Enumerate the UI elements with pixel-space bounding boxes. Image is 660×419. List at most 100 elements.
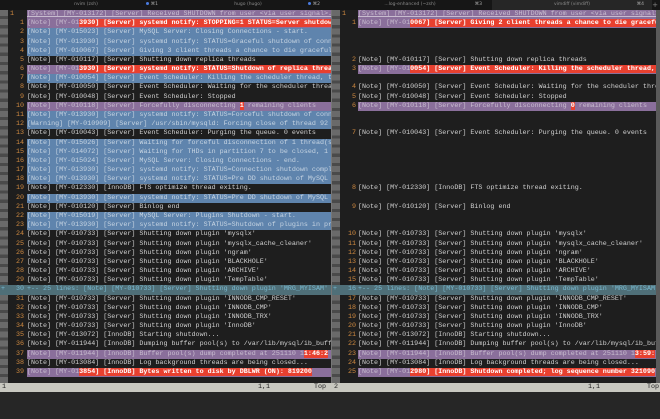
diff-line[interactable]: 33 [Note] [MY-010733] [Server] Shutting d…: [0, 312, 331, 323]
diff-filler-row[interactable]: [332, 74, 656, 83]
diff-line[interactable]: 17 [Note] [MY-010733] [Server] Shutting d…: [332, 294, 656, 304]
diff-line[interactable]: 5 [Note] [MY-010117] [Server] Shutting do…: [0, 55, 331, 66]
diff-line[interactable]: 18 [Note] [MY-010733] [Server] Shutting d…: [332, 303, 656, 313]
diff-filler-row[interactable]: [332, 194, 656, 203]
fold-row[interactable]: +16 +-- 25 lines: [Note] [MY-010733] [Ser…: [332, 285, 656, 295]
diff-line[interactable]: 7 [Note] [MY-010054] [Server] Event Sched…: [0, 74, 331, 84]
tab-1[interactable]: nvim (zsh) ⌘1: [6, 0, 166, 10]
diff-line[interactable]: 12 [Note] [MY-010733] [Server] Shutting d…: [332, 248, 656, 258]
diff-filler-row[interactable]: [332, 47, 656, 56]
diff-filler-row[interactable]: [332, 148, 656, 157]
diff-line[interactable]: 10 [Note] [MY-010733] [Server] Shutting d…: [332, 230, 656, 240]
diff-line[interactable]: 12 [Warning] [MY-010909] [Server] /usr/sb…: [0, 120, 331, 130]
line-number: 21: [15, 202, 24, 211]
diff-line[interactable]: 23 [Note] [MY-013930] [Server] systemd no…: [0, 221, 331, 231]
line-text: [Note] [MY-010118] [Server] Forcefully d…: [358, 101, 656, 111]
diff-line[interactable]: 24 [Note] [MY-010733] [Server] Shutting d…: [0, 230, 331, 240]
diff-line[interactable]: 13 [Note] [MY-010043] [Server] Event Sche…: [0, 129, 331, 139]
diff-line[interactable]: 19 [Note] [MY-010733] [Server] Shutting d…: [332, 312, 656, 323]
diff-line[interactable]: 10 [Note] [MY-010118] [Server] Forcefully…: [0, 101, 331, 111]
diff-line[interactable]: 4 [Note] [MY-010067] [Server] Giving 3 cl…: [0, 46, 331, 56]
right-diff-pane[interactable]: 1 [System] [MY-013172] [Server] Received …: [332, 10, 656, 383]
diff-line[interactable]: 20 [Note] [MY-010733] [Server] Shutting d…: [332, 322, 656, 332]
diff-line[interactable]: 8 [Note] [MY-012330] [InnoDB] FTS optimiz…: [332, 184, 656, 194]
diff-line[interactable]: 4 [Note] [MY-010050] [Server] Event Sched…: [332, 83, 656, 93]
diff-line[interactable]: 11 [Note] [MY-013930] [Server] systemd no…: [0, 110, 331, 121]
diff-line[interactable]: 1 [Note] [MY-010067] [Server] Giving 2 cl…: [332, 19, 656, 29]
diff-line[interactable]: 25 [Note] [MY-010733] [Server] Shutting d…: [0, 239, 331, 249]
sticky-context-row[interactable]: 1 [System] [MY-013172] [Server] Received …: [332, 10, 656, 20]
diff-filler-row[interactable]: [332, 139, 656, 148]
diff-filler-row[interactable]: [332, 175, 656, 184]
diff-line[interactable]: 9 [Note] [MY-010048] [Server] Event Sched…: [0, 92, 331, 102]
line-text: [Note] [MY-013084] [InnoDB] Log backgrou…: [358, 358, 656, 369]
diff-line[interactable]: 28 [Note] [MY-010733] [Server] Shutting d…: [0, 267, 331, 277]
diff-line[interactable]: 23 [Note] [MY-011944] [InnoDB] Buffer poo…: [332, 349, 656, 359]
diff-filler-row[interactable]: [332, 212, 656, 221]
pane-divider[interactable]: [331, 10, 332, 383]
diff-filler-row[interactable]: [332, 120, 656, 129]
diff-line[interactable]: 5 [Note] [MY-010048] [Server] Event Sched…: [332, 92, 656, 102]
diff-line[interactable]: 3 [Note] [MY-013930] [Server] systemd not…: [0, 37, 331, 47]
diff-line[interactable]: 21 [Note] [MY-010120] [Server] Binlog end: [0, 202, 331, 212]
diff-line[interactable]: 26 [Note] [MY-010733] [Server] Shutting d…: [0, 248, 331, 258]
diff-line[interactable]: 25 [Note] [MY-012980] [InnoDB] Shutdown c…: [332, 368, 656, 378]
diff-line[interactable]: 37 [Note] [MY-011944] [InnoDB] Buffer poo…: [0, 349, 331, 359]
fold-marker-icon: +: [333, 285, 338, 294]
diff-line[interactable]: 36 [Note] [MY-011944] [InnoDB] Dumping bu…: [0, 340, 331, 350]
diff-line[interactable]: 29 [Note] [MY-010733] [Server] Shutting d…: [0, 276, 331, 286]
diff-line[interactable]: 39 [Note] [MY-013854] [InnoDB] Bytes writ…: [0, 368, 331, 378]
diff-line[interactable]: 15 [Note] [MY-014072] [Server] Waiting fo…: [0, 147, 331, 157]
diff-line[interactable]: 2 [Note] [MY-015023] [Server] MySQL Serve…: [0, 28, 331, 38]
diff-line[interactable]: 15 [Note] [MY-010733] [Server] Shutting d…: [332, 276, 656, 286]
diff-line[interactable]: 19 [Note] [MY-012330] [InnoDB] FTS optimi…: [0, 184, 331, 194]
unchanged-part: [Note] [MY-010118] [Server] Forcefully d…: [358, 101, 571, 110]
diff-line[interactable]: 7 [Note] [MY-010043] [Server] Event Sched…: [332, 129, 656, 139]
diff-line[interactable]: 6 [Note] [MY-013930] [Server] systemd not…: [0, 65, 331, 75]
diff-line[interactable]: 13 [Note] [MY-010733] [Server] Shutting d…: [332, 257, 656, 268]
diff-line[interactable]: 20 [Note] [MY-013930] [Server] systemd no…: [0, 193, 331, 203]
diff-line[interactable]: 31 [Note] [MY-010733] [Server] Shutting d…: [0, 294, 331, 304]
diff-line[interactable]: 22 [Note] [MY-015019] [Server] MySQL Serv…: [0, 211, 331, 222]
diff-filler-row[interactable]: [332, 166, 656, 175]
diff-line[interactable]: 9 [Note] [MY-010120] [Server] Binlog end: [332, 202, 656, 212]
diff-line[interactable]: 14 [Note] [MY-015026] [Server] Waiting fo…: [0, 138, 331, 148]
new-tab-button[interactable]: +: [652, 1, 658, 9]
diff-line[interactable]: 3 [Note] [MY-010054] [Server] Event Sched…: [332, 65, 656, 75]
left-diff-pane[interactable]: 1 [System] [MY-013172] [Server] Received …: [0, 10, 331, 383]
diff-line[interactable]: 18 [Note] [MY-013930] [Server] systemd no…: [0, 175, 331, 185]
diff-line[interactable]: 8 [Note] [MY-010050] [Server] Event Sched…: [0, 83, 331, 93]
diff-line[interactable]: 27 [Note] [MY-010733] [Server] Shutting d…: [0, 257, 331, 268]
diff-filler-row[interactable]: [332, 38, 656, 47]
tab-2[interactable]: hugo (hugo) ⌘2: [168, 0, 328, 10]
diff-line[interactable]: 14 [Note] [MY-010733] [Server] Shutting d…: [332, 267, 656, 277]
diff-line[interactable]: 11 [Note] [MY-010733] [Server] Shutting d…: [332, 239, 656, 249]
diff-line[interactable]: 6 [Note] [MY-010118] [Server] Forcefully …: [332, 101, 656, 111]
line-text: [Note] [MY-010054] [Server] Event Schedu…: [27, 74, 331, 84]
tab-3[interactable]: ...log-enhanced (~zsh) ⌘3: [330, 0, 490, 10]
diff-line[interactable]: 22 [Note] [MY-011944] [InnoDB] Dumping bu…: [332, 340, 656, 350]
diff-line[interactable]: 32 [Note] [MY-010733] [Server] Shutting d…: [0, 303, 331, 313]
diff-line[interactable]: 34 [Note] [MY-010733] [Server] Shutting d…: [0, 322, 331, 332]
diff-filler-row[interactable]: [332, 221, 656, 230]
sticky-context-row[interactable]: 1 [System] [MY-013172] [Server] Received …: [0, 10, 331, 20]
line-text: [Note] [MY-013930] [Server] systemd noti…: [27, 65, 331, 75]
fold-row[interactable]: +30 +-- 25 lines: [Note] [MY-010733] [Ser…: [0, 285, 331, 295]
scrollbar[interactable]: [656, 10, 660, 383]
diff-line[interactable]: 17 [Note] [MY-013930] [Server] systemd no…: [0, 166, 331, 176]
diff-line[interactable]: 24 [Note] [MY-013084] [InnoDB] Log backgr…: [332, 358, 656, 369]
tab-4[interactable]: vimdiff (vimdiff) ⌘4: [492, 0, 652, 10]
diff-line[interactable]: 1 [Note] [MY-013930] [Server] systemd not…: [0, 19, 331, 29]
diff-line[interactable]: 35 [Note] [MY-013072] [InnoDB] Starting s…: [0, 331, 331, 341]
line-text: [Note] [MY-010050] [Server] Event Schedu…: [358, 83, 656, 93]
diff-filler-row[interactable]: [332, 111, 656, 120]
diff-line[interactable]: 21 [Note] [MY-013072] [InnoDB] Starting s…: [332, 331, 656, 341]
line-text: [Note] [MY-010067] [Server] Giving 3 cli…: [27, 46, 331, 56]
line-number: 14: [15, 138, 24, 147]
diff-filler-row[interactable]: [332, 28, 656, 37]
diff-line[interactable]: 16 [Note] [MY-015024] [Server] MySQL Serv…: [0, 156, 331, 167]
diff-filler-row[interactable]: [332, 157, 656, 166]
diff-line[interactable]: 38 [Note] [MY-013084] [InnoDB] Log backgr…: [0, 358, 331, 369]
diff-line[interactable]: 2 [Note] [MY-010117] [Server] Shutting do…: [332, 55, 656, 66]
unchanged-part: [Note] [MY-011944] [InnoDB] Buffer pool(…: [27, 349, 304, 358]
